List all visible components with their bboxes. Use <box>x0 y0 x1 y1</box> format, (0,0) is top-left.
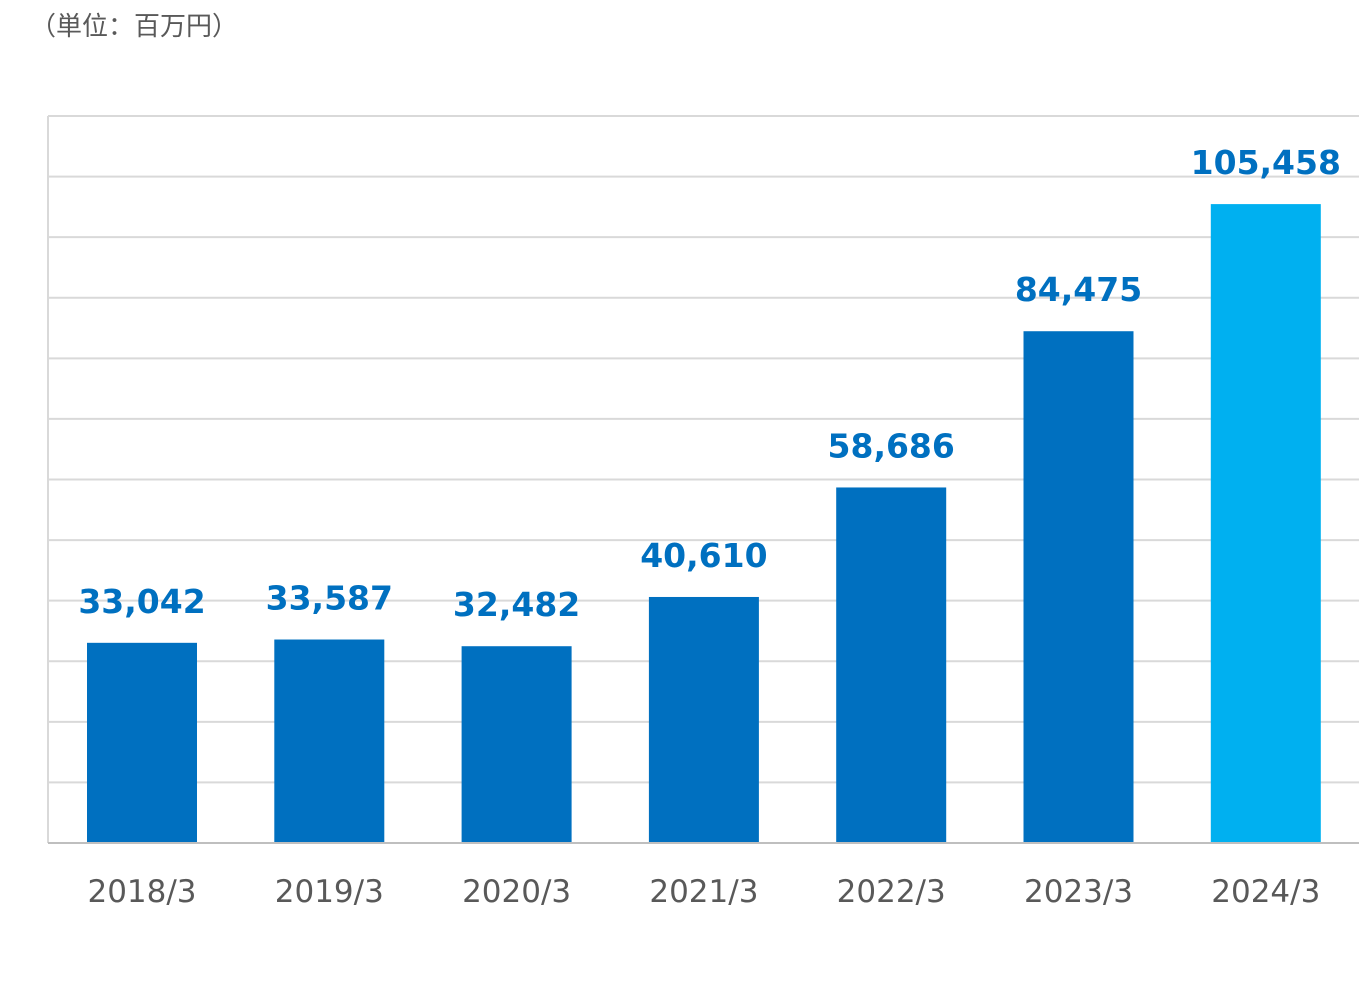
value-labels: 33,042 33,587 32,482 40,610 58,686 84,475 105,… <box>78 143 1341 624</box>
bars <box>87 204 1321 843</box>
data-label: 33,042 <box>78 582 205 621</box>
x-tick-label: 2024/3 <box>1211 874 1320 910</box>
bar-2023/3 <box>1023 331 1134 843</box>
x-tick-label: 2023/3 <box>1024 874 1133 910</box>
bar-2018/3 <box>87 642 197 843</box>
unit-label: （単位：百万円） <box>30 12 239 42</box>
data-label: 40,610 <box>640 536 767 575</box>
bar-2021/3 <box>648 596 759 843</box>
data-label: 105,458 <box>1191 143 1341 182</box>
x-tick-label: 2020/3 <box>462 874 571 910</box>
x-axis-ticks: 2018/3 2019/3 2020/3 2021/3 2022/3 2023/3 2024… <box>87 874 1320 910</box>
bar-2020/3 <box>461 646 572 843</box>
x-tick-label: 2018/3 <box>87 874 196 910</box>
data-label: 84,475 <box>1015 270 1142 309</box>
bar-2024/3 <box>1210 204 1321 843</box>
bar-2019/3 <box>274 639 385 843</box>
x-tick-label: 2021/3 <box>649 874 758 910</box>
data-label: 32,482 <box>453 585 580 624</box>
x-tick-label: 2022/3 <box>837 874 946 910</box>
data-label: 58,686 <box>828 426 955 465</box>
data-label: 33,587 <box>266 579 393 618</box>
x-tick-label: 2019/3 <box>275 874 384 910</box>
bar-2022/3 <box>836 487 947 843</box>
